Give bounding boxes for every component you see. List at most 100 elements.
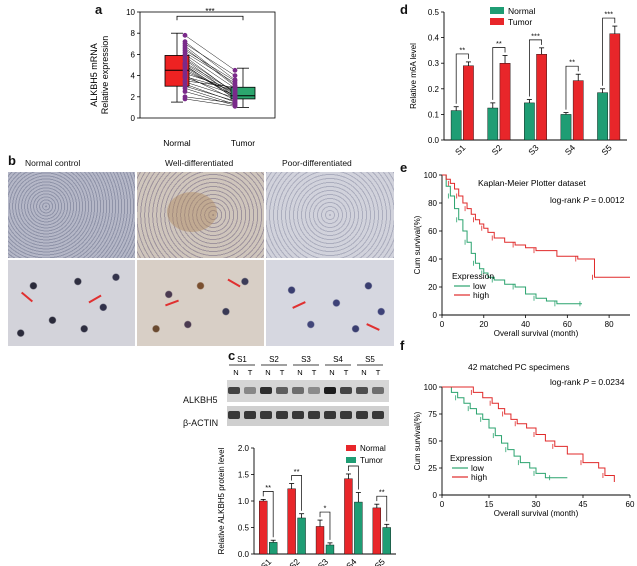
blot-band-actin [276, 411, 288, 419]
paired-line-a [184, 63, 236, 95]
xtick-label-c: S5 [372, 556, 387, 566]
blot-sample-label: S2 [269, 355, 279, 364]
data-point-normal-a [182, 32, 188, 38]
paired-line-a [184, 98, 236, 107]
significance-label-a: *** [205, 7, 214, 16]
ytick-label-f: 25 [428, 464, 437, 473]
ylabel-c: Relative ALKBH5 protein level [217, 447, 226, 554]
significance-bracket-c [319, 511, 331, 540]
ylabel-a-line1: ALKBH5 mRNA [89, 43, 99, 107]
ytick-label-a: 2 [131, 93, 136, 102]
blot-band-alkbh5 [228, 387, 240, 394]
bar-tumor-c [354, 501, 363, 555]
significance-bracket-d [455, 53, 469, 104]
significance-bracket-d [529, 39, 542, 97]
legend-swatch-d [490, 18, 504, 25]
bar-tumor-c [382, 527, 391, 555]
significance-bracket-c [262, 491, 274, 538]
significance-label-c: ** [379, 488, 385, 497]
blot-band-actin [228, 411, 240, 419]
xtick-label-f: 60 [626, 500, 635, 509]
paired-line-a [184, 96, 236, 104]
significance-label-c: * [324, 504, 327, 513]
ihc-image-well-low-mag [137, 172, 264, 258]
ytick-label-c: 0.5 [238, 524, 250, 533]
legend-label-c: Normal [360, 444, 386, 453]
significance-bracket-d [492, 47, 506, 100]
panel-label-b: b [8, 153, 16, 168]
xtick-label-f: 15 [485, 500, 494, 509]
blot-sample-label: S5 [365, 355, 375, 364]
xtick-label-c: S3 [316, 556, 331, 566]
bar-normal-d [450, 110, 462, 141]
bar-normal-d [560, 114, 572, 141]
ytick-label-d: 0.5 [428, 8, 440, 17]
paired-line-a [184, 76, 236, 91]
xtick-label-c: S1 [259, 556, 274, 566]
legend-title-e: Expression [452, 271, 494, 281]
xtick-label-e: 0 [440, 320, 445, 329]
legend-swatch-d [490, 7, 504, 14]
panel-label-c: c [228, 348, 236, 363]
bar-tumor-d [572, 80, 584, 141]
blot-band-alkbh5 [260, 387, 272, 394]
paired-line-a [184, 80, 236, 88]
box-plot-a: ALKBH5 mRNA Relative expression 0 2 4 6 8 10 N… [89, 7, 276, 148]
ytick-label-e: 60 [428, 227, 437, 236]
bar-normal-d [597, 92, 608, 141]
chart-title-e: Kaplan-Meier Plotter dataset [478, 178, 586, 188]
paired-line-a [184, 81, 236, 99]
ytick-label-e: 80 [428, 199, 437, 208]
blot-band-alkbh5 [308, 387, 320, 394]
blot-band-alkbh5 [276, 387, 288, 394]
legend-label-d: Tumor [508, 17, 532, 27]
blot-band-alkbh5 [324, 387, 336, 394]
paired-line-a [184, 75, 236, 101]
ytick-label-c: 1.5 [238, 471, 250, 480]
ytick-label-a: 10 [126, 8, 135, 17]
blot-lane-label: N [265, 368, 270, 377]
ytick-label-c: 0.0 [238, 550, 250, 559]
significance-label-c: ** [294, 467, 300, 476]
ytick-label-a: 8 [131, 29, 136, 38]
significance-label-d: ** [496, 39, 502, 48]
xtick-label-a: Normal [163, 138, 191, 148]
xtick-label-d: S1 [453, 142, 468, 157]
ytick-label-e: 0 [433, 311, 438, 320]
data-point-normal-a [182, 47, 188, 53]
xtick-label-d: S2 [490, 142, 505, 157]
paired-line-a [184, 56, 236, 94]
xtick-label-d: S4 [563, 142, 578, 157]
km-chart-e: 0 20 40 60 80 100 0 20 40 60 80 Overall survival (m… [413, 171, 630, 338]
panel-label-f: f [400, 338, 405, 353]
blot-band-actin [260, 411, 272, 419]
km-curve-low-e [442, 174, 582, 305]
data-point-normal-a [182, 75, 188, 81]
data-point-tumor-a [232, 82, 238, 88]
xtick-label-e: 80 [605, 320, 614, 329]
significance-bracket-d [565, 65, 579, 110]
xtick-label-d: S5 [599, 142, 614, 157]
bar-normal-c [372, 507, 382, 555]
blot-lane-label: N [361, 368, 366, 377]
legend-label-high-e: high [473, 290, 489, 300]
ytick-label-d: 0.2 [428, 85, 440, 94]
blot-band-alkbh5 [244, 387, 256, 394]
paired-line-a [184, 64, 236, 100]
data-point-normal-a [182, 71, 188, 76]
data-point-tumor-a [232, 67, 238, 73]
bar-tumor-c [325, 544, 335, 555]
xtick-label-d: S3 [526, 142, 541, 157]
significance-bracket-c [376, 495, 388, 522]
ytick-label-f: 75 [428, 410, 437, 419]
data-point-tumor-a [232, 73, 238, 78]
paired-line-a [184, 91, 236, 106]
paired-line-a [184, 47, 236, 87]
axes-frame-a [139, 11, 276, 119]
xlabel-e: Overall survival (month) [494, 329, 579, 338]
ytick-label-d: 0.4 [428, 34, 440, 43]
blot-band-alkbh5 [372, 387, 384, 394]
data-point-normal-a [182, 43, 188, 49]
xtick-label-e: 60 [563, 320, 572, 329]
data-point-normal-a [182, 79, 188, 85]
